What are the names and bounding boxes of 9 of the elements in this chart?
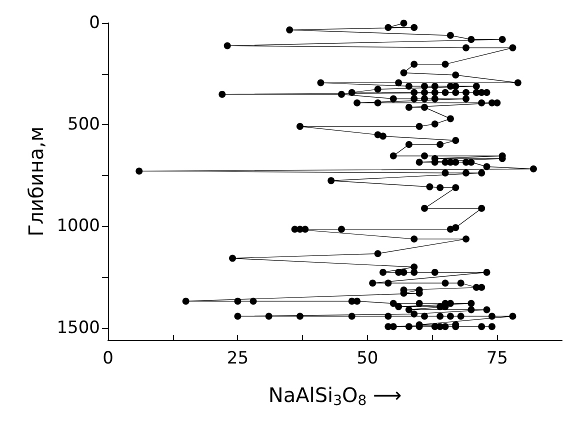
y-tick-label: 500 xyxy=(68,114,100,135)
y-tick-label: 0 xyxy=(89,13,100,33)
x-tick-label: 75 xyxy=(486,348,508,368)
y-tick-label: 1000 xyxy=(56,216,100,236)
x-tick-label: 0 xyxy=(102,348,114,368)
x-tick-label: 25 xyxy=(226,348,249,368)
y-tick-label: 1500 xyxy=(56,318,100,338)
x-tick-label: 50 xyxy=(356,348,378,368)
y-axis-title: Глибина,м xyxy=(24,126,48,237)
